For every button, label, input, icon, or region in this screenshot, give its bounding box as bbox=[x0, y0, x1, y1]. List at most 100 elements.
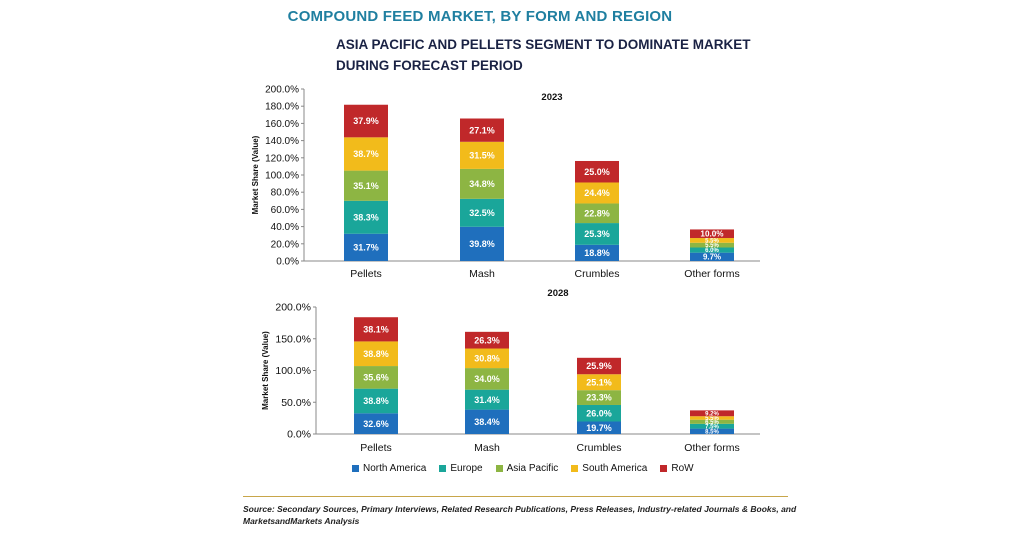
bar-segment bbox=[577, 374, 621, 391]
bar-segment bbox=[690, 428, 734, 434]
bar-segment bbox=[577, 421, 621, 434]
bar-segment bbox=[460, 198, 504, 227]
x-category-label: Mash bbox=[474, 442, 500, 454]
bar-segment bbox=[690, 416, 734, 420]
bar-segment bbox=[354, 388, 398, 414]
y-tick-label: 150.0% bbox=[275, 333, 311, 345]
bar-segment bbox=[690, 252, 734, 261]
data-label: 24.4% bbox=[584, 188, 610, 198]
data-label: 38.7% bbox=[353, 149, 379, 159]
y-tick-label: 180.0% bbox=[265, 102, 299, 113]
y-tick-label: 80.0% bbox=[271, 188, 299, 199]
data-label: 5.5% bbox=[705, 243, 719, 249]
data-label: 31.5% bbox=[469, 150, 495, 160]
data-label: 37.9% bbox=[353, 116, 379, 126]
bar-segment bbox=[575, 203, 619, 224]
y-tick-label: 60.0% bbox=[271, 205, 299, 216]
legend-label: Europe bbox=[450, 463, 483, 474]
data-label: 8.5% bbox=[705, 429, 719, 435]
y-tick-label: 140.0% bbox=[265, 136, 299, 147]
bar-segment bbox=[344, 137, 388, 171]
bar-segment bbox=[344, 104, 388, 138]
y-axis-label: Market Share (Value) bbox=[251, 135, 260, 214]
bar-segment bbox=[460, 168, 504, 199]
data-label: 7.5% bbox=[705, 424, 719, 430]
data-label: 38.4% bbox=[474, 417, 500, 427]
bar-segment bbox=[577, 404, 621, 422]
data-label: 38.8% bbox=[363, 349, 389, 359]
x-category-label: Other forms bbox=[684, 268, 739, 280]
data-label: 26.3% bbox=[474, 335, 500, 345]
legend-swatch-row bbox=[660, 465, 668, 472]
bar-segment bbox=[465, 348, 509, 369]
data-label: 25.1% bbox=[586, 377, 612, 387]
y-tick-label: 40.0% bbox=[271, 222, 299, 233]
legend-label: North America bbox=[363, 463, 427, 474]
bar-segment bbox=[465, 331, 509, 349]
data-label: 9.2% bbox=[705, 411, 719, 417]
bar-segment bbox=[460, 118, 504, 142]
bar-segment bbox=[575, 223, 619, 245]
data-label: 32.6% bbox=[363, 419, 389, 429]
data-label: 38.8% bbox=[363, 396, 389, 406]
data-label: 25.9% bbox=[586, 361, 612, 371]
bar-segment bbox=[690, 419, 734, 424]
data-label: 5.5% bbox=[705, 239, 719, 245]
data-label: 25.3% bbox=[584, 229, 610, 239]
bar-segment bbox=[344, 170, 388, 201]
chart-title: 2028 bbox=[547, 288, 568, 299]
bar-segment bbox=[690, 247, 734, 253]
bar-segment bbox=[577, 357, 621, 375]
data-label: 22.8% bbox=[584, 208, 610, 218]
y-tick-label: 120.0% bbox=[265, 153, 299, 164]
y-tick-label: 100.0% bbox=[275, 365, 311, 377]
data-label: 23.3% bbox=[586, 393, 612, 403]
legend-item-row: RoW bbox=[660, 463, 694, 474]
bar-segment bbox=[575, 244, 619, 261]
bar-segment bbox=[354, 341, 398, 367]
legend-label: South America bbox=[582, 463, 648, 474]
y-tick-label: 0.0% bbox=[276, 257, 299, 268]
data-label: 39.8% bbox=[469, 239, 495, 249]
x-category-label: Mash bbox=[469, 268, 495, 280]
data-label: 31.7% bbox=[353, 243, 379, 253]
data-label: 5.5% bbox=[705, 416, 719, 422]
chart-legend: North America Europe Asia Pacific South … bbox=[352, 463, 694, 474]
data-label: 19.7% bbox=[586, 423, 612, 433]
y-axis-label: Market Share (Value) bbox=[261, 331, 270, 410]
page-subtitle: ASIA PACIFIC AND PELLETS SEGMENT TO DOMI… bbox=[336, 37, 751, 73]
legend-item-europe: Europe bbox=[439, 463, 483, 474]
legend-label: Asia Pacific bbox=[506, 463, 559, 474]
y-tick-label: 20.0% bbox=[271, 239, 299, 250]
y-tick-label: 200.0% bbox=[275, 302, 311, 314]
bar-segment bbox=[344, 200, 388, 234]
bar-segment bbox=[690, 238, 734, 243]
page-title: COMPOUND FEED MARKET, BY FORM AND REGION bbox=[287, 8, 673, 25]
bar-segment bbox=[354, 366, 398, 389]
data-label: 6.5% bbox=[705, 420, 719, 426]
bar-segment bbox=[344, 233, 388, 261]
data-label: 27.1% bbox=[469, 125, 495, 135]
y-tick-label: 200.0% bbox=[265, 85, 299, 96]
source-note: Source: Secondary Sources, Primary Inter… bbox=[243, 504, 797, 526]
chart-title: 2023 bbox=[541, 92, 562, 103]
bar-segment bbox=[690, 242, 734, 248]
data-label: 32.5% bbox=[469, 208, 495, 218]
data-label: 6.0% bbox=[705, 248, 719, 254]
data-label: 34.0% bbox=[474, 374, 500, 384]
y-tick-label: 0.0% bbox=[287, 429, 311, 441]
bar-segment bbox=[460, 226, 504, 261]
bar-segment bbox=[465, 409, 509, 434]
data-label: 10.0% bbox=[700, 230, 724, 239]
data-label: 25.0% bbox=[584, 167, 610, 177]
data-label: 9.7% bbox=[703, 253, 721, 262]
data-label: 38.1% bbox=[363, 324, 389, 334]
bar-segment bbox=[575, 182, 619, 204]
legend-item-north-america: North America bbox=[352, 463, 426, 474]
x-category-label: Pellets bbox=[360, 442, 392, 454]
legend-label: RoW bbox=[671, 463, 694, 474]
x-category-label: Other forms bbox=[684, 442, 739, 454]
legend-item-asia-pacific: Asia Pacific bbox=[495, 463, 559, 474]
y-tick-label: 160.0% bbox=[265, 119, 299, 130]
